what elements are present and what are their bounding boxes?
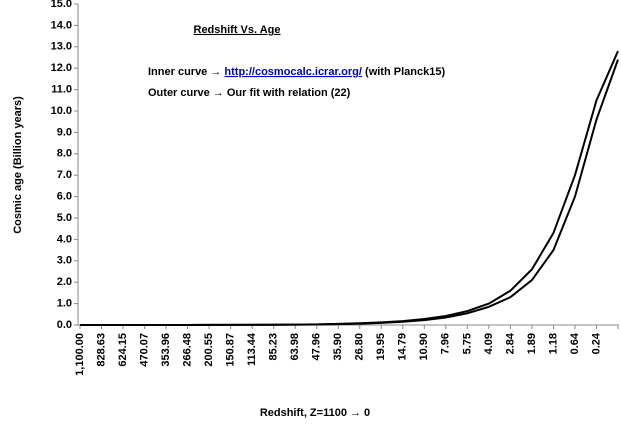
y-tick-label: 14.0 — [51, 19, 72, 31]
y-tick-label: 0.0 — [57, 319, 72, 331]
y-tick-label: 3.0 — [57, 255, 72, 267]
y-tick-label: 11.0 — [51, 84, 72, 96]
x-tick-label: 1,100.00 — [74, 333, 86, 376]
x-tick-label: 63.98 — [289, 333, 301, 361]
x-tick-label: 4.09 — [483, 333, 495, 354]
x-tick-label: 266.48 — [182, 333, 194, 367]
y-tick-label: 7.0 — [57, 169, 72, 181]
series-line — [80, 59, 619, 326]
y-axis-label: Cosmic age (Billion years) — [12, 96, 24, 234]
x-tick-label: 47.96 — [311, 333, 323, 361]
y-tick-label: 12.0 — [51, 62, 72, 74]
x-axis-label: Redshift, Z=1100 → 0 — [260, 407, 370, 419]
x-tick-label: 5.75 — [461, 333, 473, 354]
y-tick-label: 4.0 — [57, 233, 72, 245]
y-tick-label: 13.0 — [51, 41, 72, 53]
x-tick-label: 26.80 — [354, 333, 366, 361]
annotation-text: Inner curve → — [148, 66, 221, 78]
x-tick-label: 470.07 — [138, 333, 150, 367]
x-tick-label: 624.15 — [117, 333, 129, 367]
x-tick-label: 14.79 — [397, 333, 409, 361]
x-tick-label: 1.18 — [547, 333, 559, 354]
annotation: Outer curve → Our fit with relation (22) — [148, 87, 351, 99]
x-tick-label: 85.23 — [268, 333, 280, 361]
x-tick-label: 1.89 — [526, 333, 538, 354]
x-tick-label: 113.44 — [246, 332, 258, 366]
x-tick-label: 353.96 — [160, 333, 172, 367]
x-tick-label: 10.90 — [418, 333, 430, 361]
x-tick-label: 35.90 — [332, 333, 344, 361]
y-tick-label: 5.0 — [57, 212, 72, 224]
x-tick-label: 828.63 — [95, 333, 107, 367]
y-tick-label: 9.0 — [57, 126, 72, 138]
x-tick-label: 0.24 — [590, 332, 602, 354]
x-tick-label: 19.95 — [375, 333, 387, 361]
x-tick-label: 0.64 — [569, 332, 581, 354]
y-tick-label: 15.0 — [51, 0, 72, 10]
y-tick-label: 10.0 — [51, 105, 72, 117]
annotation-link[interactable]: http://cosmocalc.icrar.org/ — [224, 66, 362, 78]
y-tick-label: 2.0 — [57, 276, 72, 288]
x-tick-label: 150.87 — [225, 333, 237, 367]
annotation: Inner curve → http://cosmocalc.icrar.org… — [148, 66, 445, 78]
x-tick-label: 7.96 — [440, 333, 452, 354]
y-tick-label: 1.0 — [57, 298, 72, 310]
x-tick-label: 200.55 — [203, 333, 215, 367]
chart-title: Redshift Vs. Age — [194, 24, 281, 36]
annotation-note: (with Planck15) — [365, 66, 445, 78]
y-tick-label: 8.0 — [57, 148, 72, 160]
y-tick-label: 6.0 — [57, 191, 72, 203]
x-tick-label: 2.84 — [504, 332, 516, 354]
